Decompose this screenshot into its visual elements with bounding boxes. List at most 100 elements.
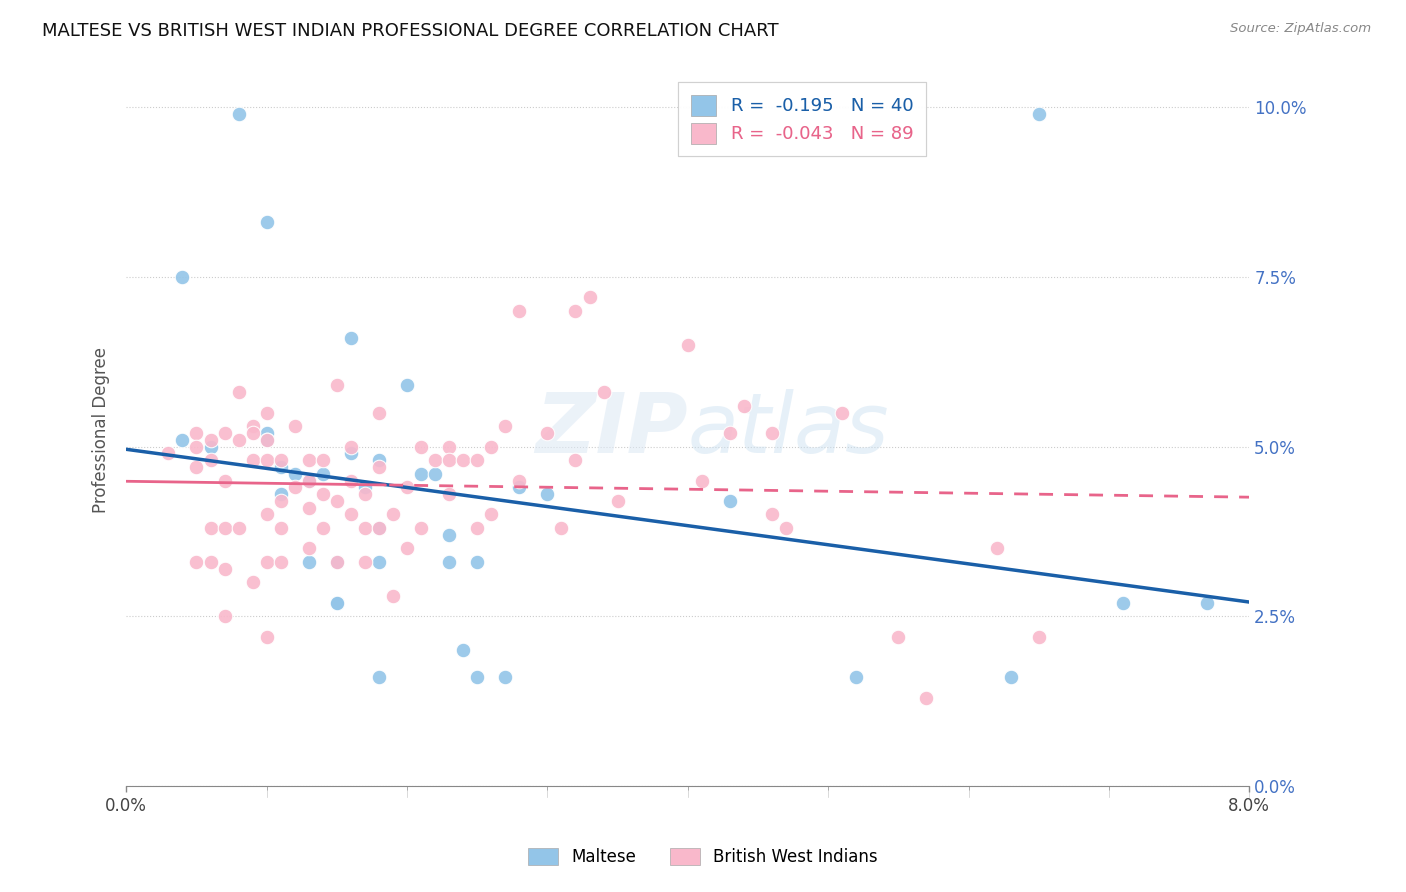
Point — [718, 494, 741, 508]
Point — [354, 480, 377, 494]
Point — [451, 453, 474, 467]
Text: atlas: atlas — [688, 389, 890, 470]
Legend: Maltese, British West Indians: Maltese, British West Indians — [520, 840, 886, 875]
Point — [536, 487, 558, 501]
Point — [368, 406, 391, 420]
Point — [326, 555, 349, 569]
Point — [298, 500, 321, 515]
Point — [409, 440, 432, 454]
Point — [186, 440, 208, 454]
Point — [312, 467, 335, 481]
Point — [578, 290, 600, 304]
Point — [270, 459, 292, 474]
Point — [200, 440, 222, 454]
Text: MALTESE VS BRITISH WEST INDIAN PROFESSIONAL DEGREE CORRELATION CHART: MALTESE VS BRITISH WEST INDIAN PROFESSIO… — [42, 22, 779, 40]
Point — [312, 521, 335, 535]
Point — [256, 630, 278, 644]
Point — [465, 670, 488, 684]
Point — [409, 521, 432, 535]
Point — [340, 508, 363, 522]
Point — [354, 521, 377, 535]
Point — [172, 269, 194, 284]
Point — [1000, 670, 1022, 684]
Point — [340, 474, 363, 488]
Point — [368, 459, 391, 474]
Point — [465, 453, 488, 467]
Point — [242, 419, 264, 434]
Point — [396, 378, 419, 392]
Point — [465, 555, 488, 569]
Point — [368, 555, 391, 569]
Point — [326, 596, 349, 610]
Point — [242, 575, 264, 590]
Point — [508, 474, 530, 488]
Point — [200, 433, 222, 447]
Point — [228, 433, 250, 447]
Point — [354, 487, 377, 501]
Point — [298, 555, 321, 569]
Point — [340, 440, 363, 454]
Point — [592, 385, 614, 400]
Point — [690, 474, 713, 488]
Point — [494, 419, 516, 434]
Point — [1028, 107, 1050, 121]
Point — [396, 541, 419, 556]
Point — [508, 480, 530, 494]
Point — [437, 440, 460, 454]
Point — [368, 453, 391, 467]
Point — [256, 433, 278, 447]
Point — [228, 385, 250, 400]
Point — [986, 541, 1008, 556]
Point — [437, 528, 460, 542]
Point — [887, 630, 910, 644]
Point — [437, 555, 460, 569]
Point — [354, 555, 377, 569]
Text: Source: ZipAtlas.com: Source: ZipAtlas.com — [1230, 22, 1371, 36]
Point — [256, 215, 278, 229]
Point — [761, 425, 783, 440]
Point — [284, 419, 307, 434]
Point — [186, 425, 208, 440]
Point — [312, 453, 335, 467]
Point — [157, 446, 180, 460]
Point — [284, 480, 307, 494]
Point — [564, 303, 586, 318]
Point — [298, 474, 321, 488]
Legend: R =  -0.195   N = 40, R =  -0.043   N = 89: R = -0.195 N = 40, R = -0.043 N = 89 — [678, 82, 925, 156]
Point — [718, 425, 741, 440]
Point — [465, 521, 488, 535]
Point — [437, 453, 460, 467]
Point — [298, 453, 321, 467]
Point — [186, 459, 208, 474]
Point — [214, 562, 236, 576]
Point — [396, 480, 419, 494]
Point — [228, 521, 250, 535]
Point — [256, 508, 278, 522]
Point — [172, 433, 194, 447]
Point — [242, 425, 264, 440]
Point — [214, 609, 236, 624]
Point — [1028, 630, 1050, 644]
Point — [228, 107, 250, 121]
Point — [831, 406, 853, 420]
Point — [536, 425, 558, 440]
Point — [242, 453, 264, 467]
Point — [270, 453, 292, 467]
Point — [761, 508, 783, 522]
Point — [298, 474, 321, 488]
Point — [368, 521, 391, 535]
Point — [200, 453, 222, 467]
Text: ZIP: ZIP — [536, 389, 688, 470]
Point — [437, 487, 460, 501]
Point — [270, 521, 292, 535]
Point — [326, 494, 349, 508]
Point — [733, 399, 755, 413]
Point — [479, 508, 502, 522]
Point — [270, 487, 292, 501]
Point — [494, 670, 516, 684]
Point — [256, 453, 278, 467]
Point — [214, 425, 236, 440]
Point — [340, 331, 363, 345]
Point — [606, 494, 628, 508]
Point — [270, 494, 292, 508]
